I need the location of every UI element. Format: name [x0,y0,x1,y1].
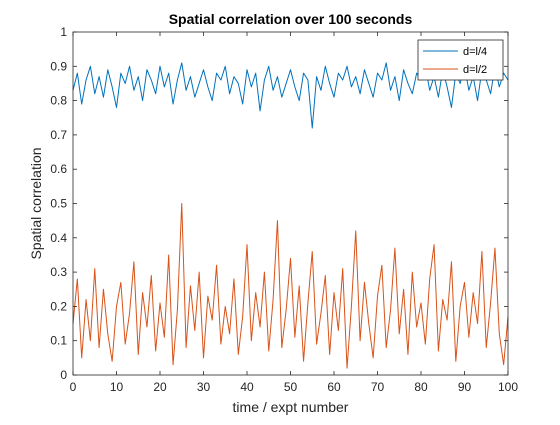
series-line-1 [72,62,509,129]
x-tick-label: 80 [414,380,428,394]
legend-label-1: d=l/4 [463,46,487,58]
chart-title: Spatial correlation over 100 seconds [169,11,413,27]
y-tick-label: 0.9 [50,59,67,73]
y-tick-label: 0.8 [50,94,67,108]
x-tick-label: 0 [70,380,77,394]
y-axis-label: Spatial correlation [28,147,44,259]
x-tick-label: 30 [197,380,211,394]
ticks-layer: 0 10 20 30 40 50 60 70 80 90 100 0 0.1 0.2 0.3 0.4 0.5 0.… [50,25,518,394]
x-tick-label: 50 [284,380,298,394]
y-tick-label: 0.5 [50,197,67,211]
plot-area [73,32,508,375]
y-tick-label: 0.3 [50,265,67,279]
y-tick-label: 0.1 [50,334,67,348]
y-tick-label: 0 [60,368,67,382]
x-tick-label: 20 [153,380,167,394]
x-tick-label: 10 [110,380,124,394]
series-line-2 [72,203,509,369]
y-tick-label: 0.6 [50,162,67,176]
legend: d=l/4 d=l/2 [417,39,504,81]
x-axis-label: time / expt number [233,399,349,415]
x-tick-label: 40 [240,380,254,394]
series-layer [72,62,509,369]
y-tick-label: 0.4 [50,231,67,245]
legend-label-2: d=l/2 [463,64,487,76]
legend-box [417,39,504,81]
y-tick-label: 0.2 [50,299,67,313]
y-tick-label: 1 [60,25,67,39]
x-tick-label: 90 [458,380,472,394]
x-tick-label: 100 [498,380,518,394]
x-tick-label: 70 [371,380,385,394]
x-tick-label: 60 [327,380,341,394]
y-tick-label: 0.7 [50,128,67,142]
